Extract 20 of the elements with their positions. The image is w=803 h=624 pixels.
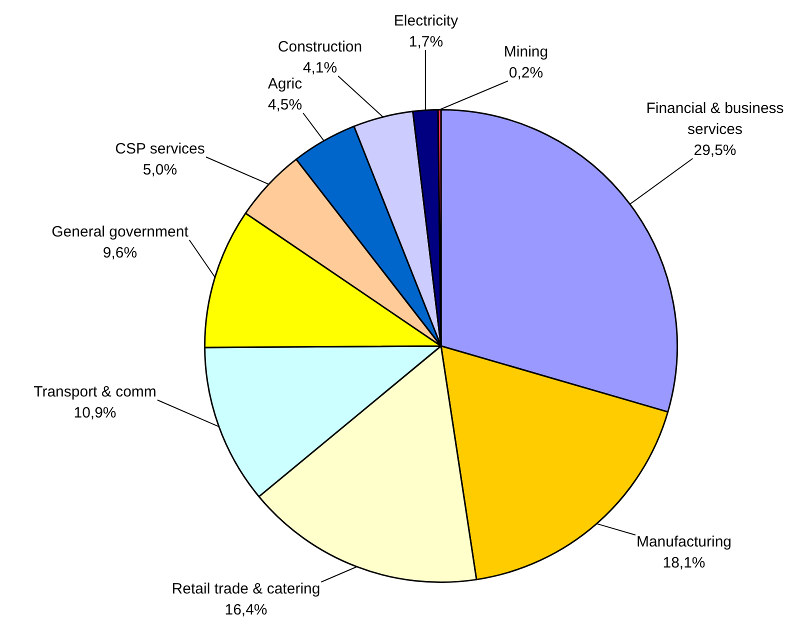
slice-label: Mining xyxy=(504,44,548,61)
data-label: 18,1% xyxy=(662,554,706,572)
slice-label: Financial & business services xyxy=(646,100,784,138)
slice-label: General government xyxy=(52,224,190,241)
data-label: 0,2% xyxy=(508,64,544,82)
data-label: 9,6% xyxy=(102,244,138,262)
data-label: 16,4% xyxy=(224,602,268,619)
slice-label: Construction xyxy=(278,38,362,56)
data-label: 29,5% xyxy=(694,142,736,160)
slice-label: Retail trade & catering xyxy=(172,580,320,598)
slice-label: Agric xyxy=(268,76,303,93)
data-label: 10,9% xyxy=(74,404,116,422)
data-label: 5,0% xyxy=(142,162,178,179)
slice-label: CSP services xyxy=(115,140,205,158)
slice-label: Transport & comm xyxy=(34,384,156,401)
data-label: 4,1% xyxy=(302,60,338,77)
slice-label: Manufacturing xyxy=(636,534,732,551)
data-label: 1,7% xyxy=(408,34,444,51)
slice-label: Electricity xyxy=(394,12,459,30)
data-label: 4,5% xyxy=(268,96,302,114)
